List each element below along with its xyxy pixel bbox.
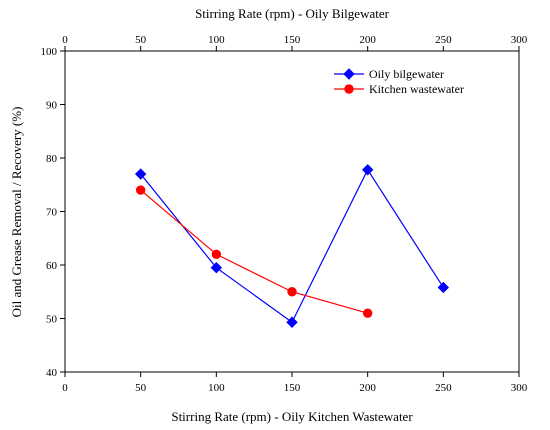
x-tick-label-bottom: 200 (359, 382, 376, 394)
x-tick-label-top: 0 (62, 34, 68, 46)
x-tick-label-bottom: 50 (135, 382, 147, 394)
bottom-x-axis-title: Stirring Rate (rpm) - Oily Kitchen Waste… (171, 409, 413, 424)
x-tick-label-bottom: 300 (511, 382, 528, 394)
axes: 0 0 50 50 100 100 150 150 200 200 250 250 300 300 40 50… (41, 34, 528, 394)
data-point-kitchen-wastewater (287, 287, 297, 297)
series-kitchen-wastewater (135, 185, 373, 318)
top-x-axis-title: Stirring Rate (rpm) - Oily Bilgewater (195, 6, 390, 21)
x-tick-label-top: 300 (511, 34, 528, 46)
data-point-kitchen-wastewater (362, 308, 373, 318)
x-tick-label-bottom: 250 (435, 382, 452, 394)
y-tick-label: 40 (46, 367, 58, 379)
data-point-oily-bilgewater (286, 316, 298, 328)
y-tick-label: 80 (46, 153, 58, 165)
y-axis-title: Oil and Grease Removal / Recovery (%) (9, 107, 24, 318)
series-layer (134, 164, 450, 328)
series-oily-bilgewater (134, 164, 450, 328)
series-line-oily-bilgewater (140, 168, 444, 324)
data-point-oily-bilgewater (210, 261, 223, 274)
x-tick-label-top: 100 (208, 34, 225, 46)
y-tick-label: 100 (41, 46, 58, 58)
y-tick-label: 90 (46, 100, 58, 112)
legend-marker-kitchen-wastewater (344, 84, 354, 94)
x-tick-label-bottom: 150 (284, 382, 301, 394)
data-point-oily-bilgewater (361, 164, 374, 176)
x-tick-label-top: 50 (135, 34, 147, 46)
y-tick-label: 60 (46, 260, 58, 272)
legend-marker-oily-bilgewater (343, 68, 355, 80)
x-tick-label-top: 150 (284, 34, 301, 46)
data-point-kitchen-wastewater (135, 185, 146, 195)
legend-label-oily-bilgewater: Oily bilgewater (369, 67, 444, 81)
x-tick-label-bottom: 0 (62, 382, 68, 394)
x-tick-label-bottom: 100 (208, 382, 225, 394)
x-tick-label-top: 250 (435, 34, 452, 46)
data-point-oily-bilgewater (134, 168, 147, 180)
x-tick-label-top: 200 (359, 34, 376, 46)
series-line-kitchen-wastewater (140, 189, 368, 314)
legend-label-kitchen-wastewater: Kitchen wastewater (369, 82, 464, 96)
data-point-oily-bilgewater (437, 281, 450, 294)
y-tick-label: 70 (46, 207, 58, 219)
y-tick-label: 50 (46, 314, 58, 326)
data-point-kitchen-wastewater (211, 249, 222, 260)
